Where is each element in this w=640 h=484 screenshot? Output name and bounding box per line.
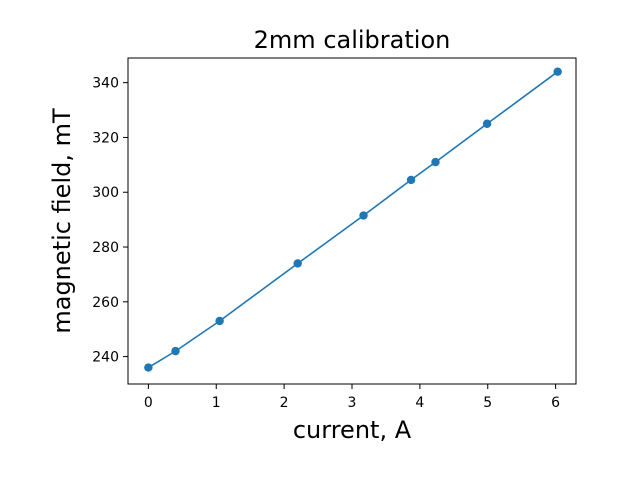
data-point <box>482 119 492 128</box>
plot-area <box>144 67 562 372</box>
y-axis-title: magnetic field, mT <box>48 108 76 334</box>
x-tick-label: 3 <box>348 395 357 411</box>
y-tick-label: 260 <box>92 295 119 311</box>
x-tick-label: 2 <box>280 395 289 411</box>
x-tick-label: 0 <box>144 395 153 411</box>
y-tick-label: 280 <box>92 240 119 256</box>
data-point <box>359 211 368 220</box>
y-tick-label: 300 <box>92 185 119 201</box>
data-point <box>215 316 224 326</box>
data-point <box>431 157 440 167</box>
x-tick-label: 4 <box>415 395 424 411</box>
y-tick-label: 340 <box>92 76 119 92</box>
data-point <box>293 259 302 268</box>
data-point <box>406 175 416 185</box>
y-tick-label: 240 <box>92 350 119 366</box>
axes: 0 1 2 3 4 5 6 240 260 280 300 320 340 <box>92 57 577 411</box>
x-axis-title: current, A <box>293 416 412 444</box>
x-tick-label: 1 <box>212 395 221 411</box>
data-point <box>144 363 153 372</box>
x-tick-label: 6 <box>551 395 560 411</box>
series-line <box>147 71 559 369</box>
y-tick-label: 320 <box>92 130 119 146</box>
data-point <box>171 346 180 356</box>
x-tick-label: 5 <box>483 395 492 411</box>
chart-title: 2mm calibration <box>254 26 451 54</box>
data-point <box>553 67 562 76</box>
